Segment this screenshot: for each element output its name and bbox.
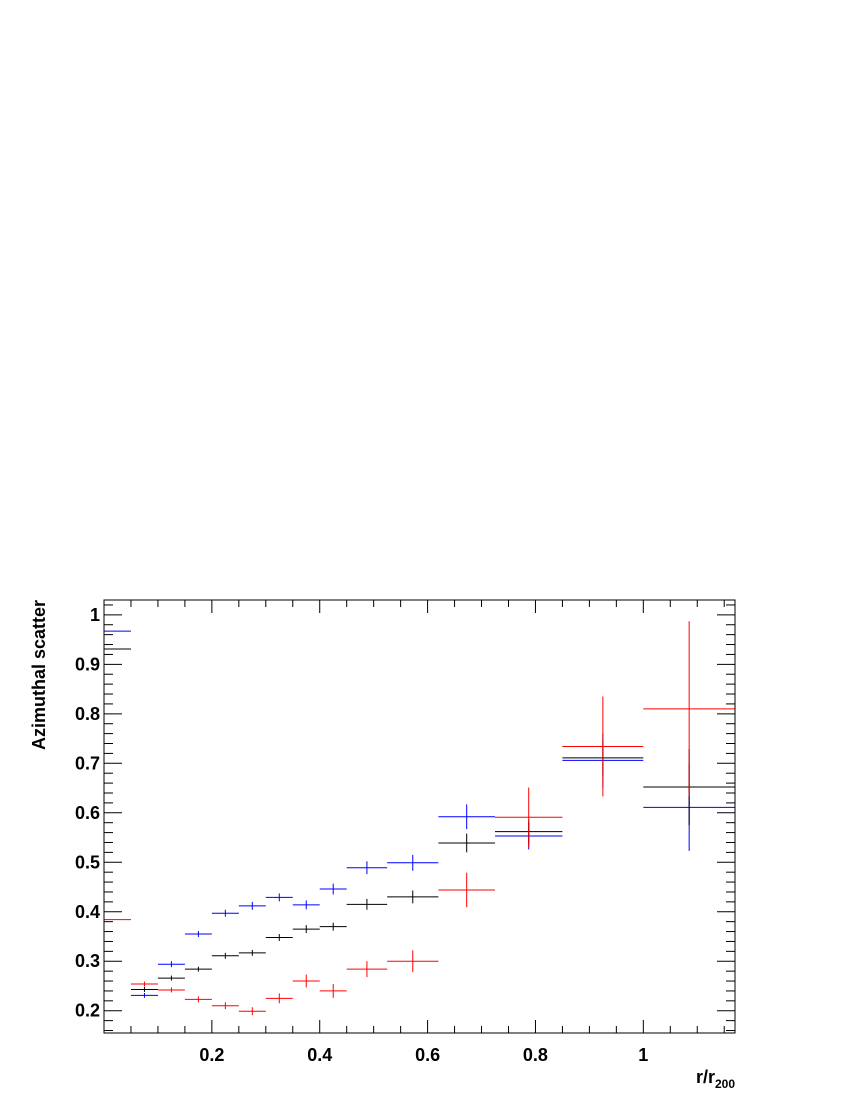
axis-ticks	[104, 600, 735, 1033]
plot-frame	[103, 599, 736, 1034]
series-3	[104, 621, 735, 1016]
y-tick-label: 1	[90, 605, 100, 625]
y-tick-label: 0.5	[75, 852, 100, 872]
x-tick-label: 0.8	[523, 1045, 548, 1065]
y-tick-label: 0.4	[75, 902, 100, 922]
y-axis-title: Azimuthal scatter	[29, 600, 49, 750]
y-tick-label: 0.3	[75, 951, 100, 971]
x-tick-label: 0.4	[307, 1045, 332, 1065]
y-tick-label: 0.7	[75, 753, 100, 773]
y-tick-label: 0.2	[75, 1001, 100, 1021]
tick-labels: 0.2 0.3 0.4 0.5 0.6 0.7 0.8 0.9 1 0.2 0.4 0.6 0.8 1	[75, 605, 648, 1065]
x-tick-label: 0.2	[199, 1045, 224, 1065]
x-axis-title-main: r/r	[696, 1067, 715, 1087]
x-axis-title: r/r200	[696, 1067, 735, 1091]
x-axis-title-subscript: 200	[715, 1077, 735, 1091]
y-tick-label: 0.8	[75, 704, 100, 724]
x-tick-label: 0.6	[415, 1045, 440, 1065]
series-1	[104, 630, 735, 998]
series-2	[104, 648, 735, 992]
y-tick-label: 0.9	[75, 654, 100, 674]
x-tick-label: 1	[638, 1045, 648, 1065]
data-marks	[104, 621, 735, 1016]
y-tick-label: 0.6	[75, 803, 100, 823]
